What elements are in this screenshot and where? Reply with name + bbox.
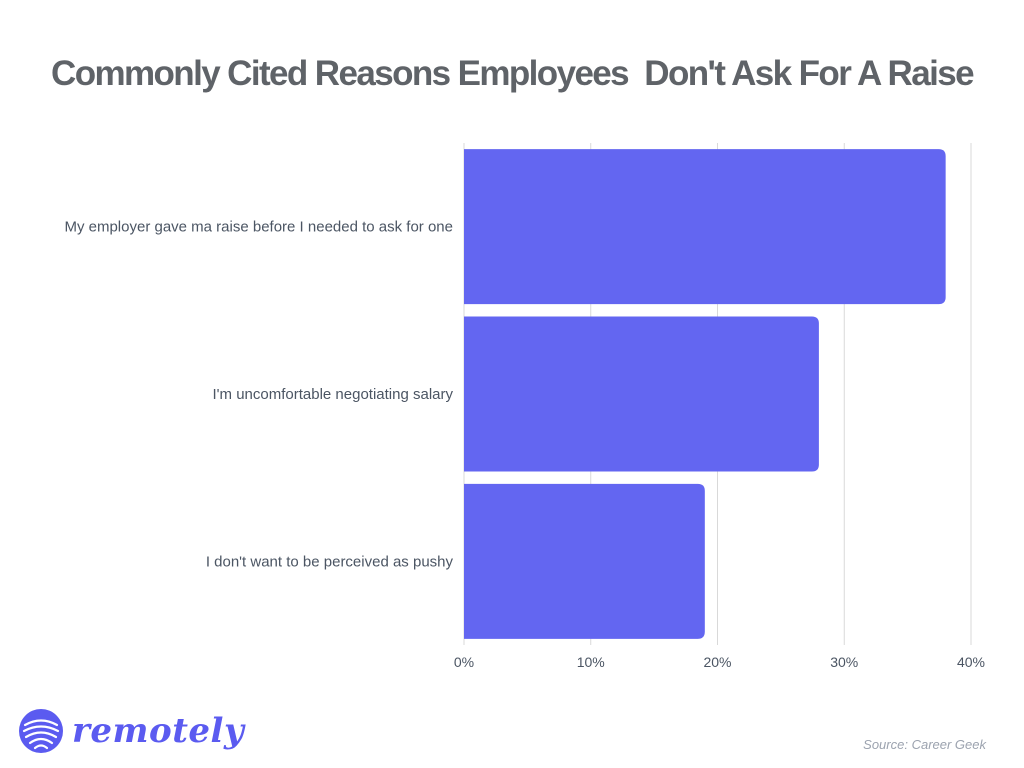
bar-chart: My employer gave ma raise before I neede…	[64, 143, 985, 670]
brand-name: remotely	[72, 711, 245, 751]
x-tick-label: 30%	[830, 654, 858, 670]
x-axis-tick-labels: 0% 10% 20% 30% 40%	[454, 654, 985, 670]
category-label: My employer gave ma raise before I neede…	[64, 219, 453, 236]
bar	[464, 149, 946, 305]
bar	[464, 316, 819, 472]
x-tick-label: 10%	[577, 654, 605, 670]
x-tick-label: 40%	[957, 654, 985, 670]
category-labels: My employer gave ma raise before I neede…	[64, 219, 453, 571]
chart-title: Commonly Cited Reasons Employees Don't A…	[51, 54, 975, 93]
remotely-logo-icon	[19, 709, 63, 753]
source-note: Source: Career Geek	[863, 737, 986, 752]
bars	[464, 149, 946, 639]
x-tick-label: 0%	[454, 654, 474, 670]
bar	[464, 483, 705, 639]
category-label: I don't want to be perceived as pushy	[206, 553, 454, 570]
brand-logo: remotely	[18, 708, 244, 754]
x-tick-label: 20%	[703, 654, 731, 670]
category-label: I'm uncomfortable negotiating salary	[213, 386, 454, 403]
